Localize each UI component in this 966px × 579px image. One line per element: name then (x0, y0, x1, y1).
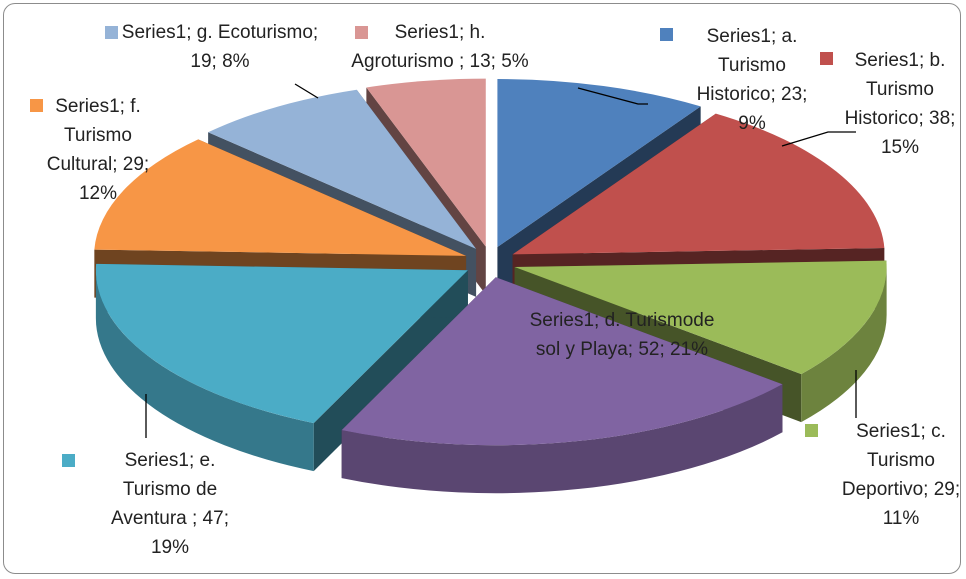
pie-slice (514, 260, 887, 375)
data-label: Series1; g. Ecoturismo; 19; 8% (121, 22, 319, 72)
legend-key (355, 26, 368, 39)
data-label: Series1; c. Turismo Deportivo; 29; 11% (841, 421, 961, 529)
legend-key (105, 26, 118, 39)
leader-line (294, 83, 319, 99)
slice-wall (801, 267, 887, 423)
data-label: Series1; a. Turismo Historico; 23; 9% (696, 26, 808, 134)
pie-slice (95, 263, 468, 424)
data-label: Series1; d. Turismode sol y Playa; 52; 2… (529, 310, 715, 360)
slice-wall (95, 270, 314, 472)
leader-line (781, 131, 856, 147)
pie-slice (208, 89, 477, 249)
slice-wall (341, 384, 783, 494)
legend-key (30, 99, 43, 112)
legend-key (62, 454, 75, 467)
pie-slice (341, 277, 783, 446)
legend-key (805, 424, 818, 437)
data-label: Series1; h. Agroturismo ; 13; 5% (351, 22, 529, 72)
pie-slice (366, 78, 486, 247)
data-label: Series1; b. Turismo Historico; 38; 15% (844, 50, 956, 158)
legend-key (820, 52, 833, 65)
pie-slice (512, 113, 885, 255)
pie-slice (94, 139, 467, 256)
pie-slice (497, 79, 701, 248)
chart-frame (3, 3, 961, 574)
data-label: Series1; f. Turismo Cultural; 29; 12% (46, 96, 150, 204)
leader-line (577, 87, 648, 105)
data-label: Series1; e. Turismo de Aventura ; 47; 19… (111, 450, 229, 558)
legend-key (660, 28, 673, 41)
